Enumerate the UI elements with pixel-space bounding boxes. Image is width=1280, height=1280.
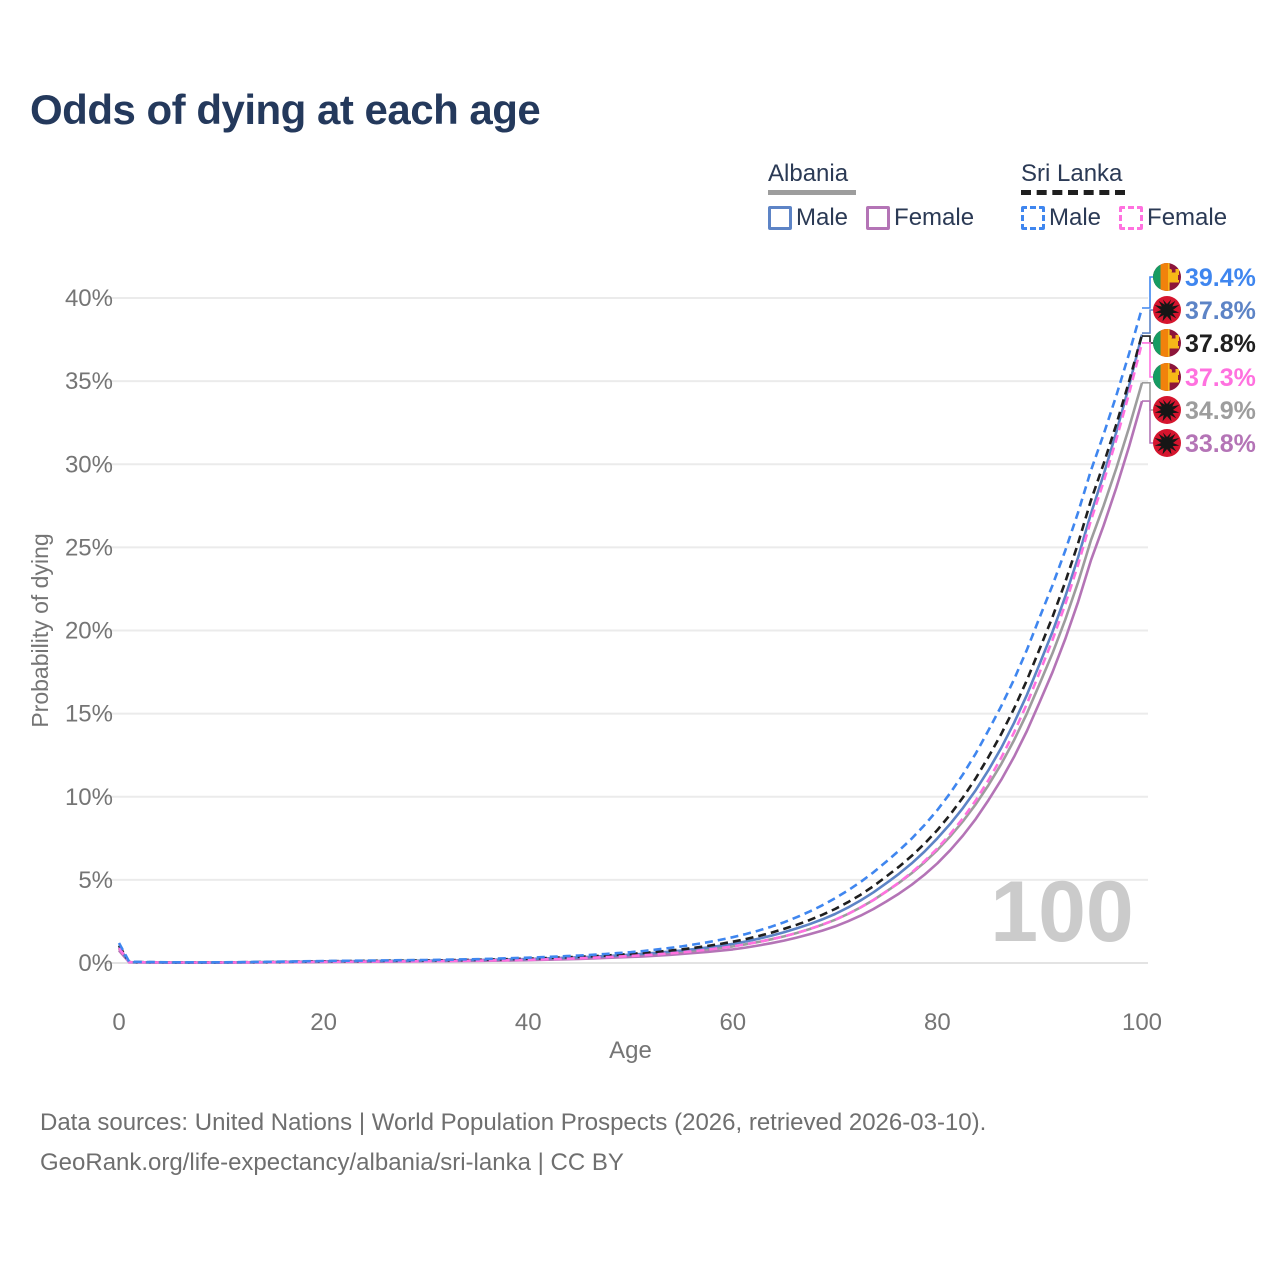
y-tick-label-35: 35% <box>65 368 113 395</box>
sri-lanka-flag-icon <box>1153 329 1181 357</box>
legend-line-swatch-albania <box>768 190 856 196</box>
sri-lanka-flag-icon <box>1153 363 1181 391</box>
end-value-label-albania-male: 37.8% <box>1185 297 1256 325</box>
y-tick-label-5: 5% <box>78 867 113 894</box>
legend-country-sri-lanka: Sri Lanka <box>1021 160 1123 187</box>
x-tick-label-40: 40 <box>515 1009 542 1036</box>
legend-group-albania: Albania Male Female <box>768 160 992 232</box>
albania-eagle-glyph <box>1154 299 1180 322</box>
line-albania-both-sexes <box>117 382 1144 964</box>
line-albania-female <box>118 400 1144 964</box>
x-axis-title: Age <box>609 1037 652 1064</box>
albania-eagle-glyph <box>1154 399 1180 422</box>
y-axis-title: Probability of dying <box>27 533 53 727</box>
y-tick-label-20: 20% <box>65 618 113 645</box>
y-tick-label-40: 40% <box>65 285 113 312</box>
end-label-leader-sri-lanka-both-sexes <box>1142 335 1154 344</box>
end-label-leader-albania-both-sexes <box>1142 382 1154 411</box>
end-label-leader-albania-male <box>1142 309 1154 334</box>
end-value-label-sri-lanka-female: 37.3% <box>1185 364 1256 392</box>
sri-lanka-flag-icon <box>1153 263 1181 291</box>
legend-label-sri-lanka-male[interactable]: Male <box>1049 204 1102 232</box>
end-value-label-sri-lanka-male: 39.4% <box>1185 264 1256 292</box>
legend-country-albania: Albania <box>768 160 849 187</box>
end-label-leader-sri-lanka-female <box>1142 342 1154 378</box>
x-tick-label-100: 100 <box>1122 1009 1162 1036</box>
age-watermark: 100 <box>990 864 1134 960</box>
legend-swatch-sri-lanka-female[interactable] <box>1119 206 1144 231</box>
legend-swatch-sri-lanka-male[interactable] <box>1021 206 1045 231</box>
y-tick-label-25: 25% <box>65 534 113 561</box>
attribution-link-text: GeoRank.org/life-expectancy/albania/sri-… <box>40 1149 624 1176</box>
x-tick-label-60: 60 <box>719 1009 746 1036</box>
y-tick-label-15: 15% <box>65 701 113 728</box>
x-tick-label-20: 20 <box>310 1009 337 1036</box>
albania-eagle-glyph <box>1154 432 1180 455</box>
end-value-label-sri-lanka-both-sexes: 37.8% <box>1185 330 1256 358</box>
y-tick-label-30: 30% <box>65 451 113 478</box>
legend-swatch-albania-female[interactable] <box>866 206 891 231</box>
legend-group-sri-lanka: Sri Lanka Male Female <box>1021 160 1245 232</box>
end-value-label-albania-female: 33.8% <box>1185 430 1256 458</box>
data-sources-text: Data sources: United Nations | World Pop… <box>40 1109 987 1136</box>
legend-line-swatch-sri-lanka <box>1021 190 1125 196</box>
end-label-leader-sri-lanka-male <box>1142 276 1154 309</box>
x-tick-label-0: 0 <box>112 1009 125 1036</box>
line-sri-lanka-both-sexes <box>117 334 1144 964</box>
x-tick-label-80: 80 <box>924 1009 951 1036</box>
end-label-leader-albania-female <box>1142 400 1154 444</box>
legend-label-albania-male[interactable]: Male <box>796 204 849 232</box>
end-value-label-albania-both-sexes: 34.9% <box>1185 397 1256 425</box>
y-tick-label-10: 10% <box>65 784 113 811</box>
line-sri-lanka-female <box>117 342 1144 964</box>
line-albania-male <box>117 334 1144 964</box>
line-sri-lanka-male <box>117 307 1144 964</box>
legend-label-albania-female[interactable]: Female <box>894 204 975 232</box>
page-title: Odds of dying at each age <box>30 86 541 133</box>
legend-label-sri-lanka-female[interactable]: Female <box>1147 204 1228 232</box>
legend-swatch-albania-male[interactable] <box>768 206 792 231</box>
y-tick-label-0: 0% <box>78 950 113 977</box>
